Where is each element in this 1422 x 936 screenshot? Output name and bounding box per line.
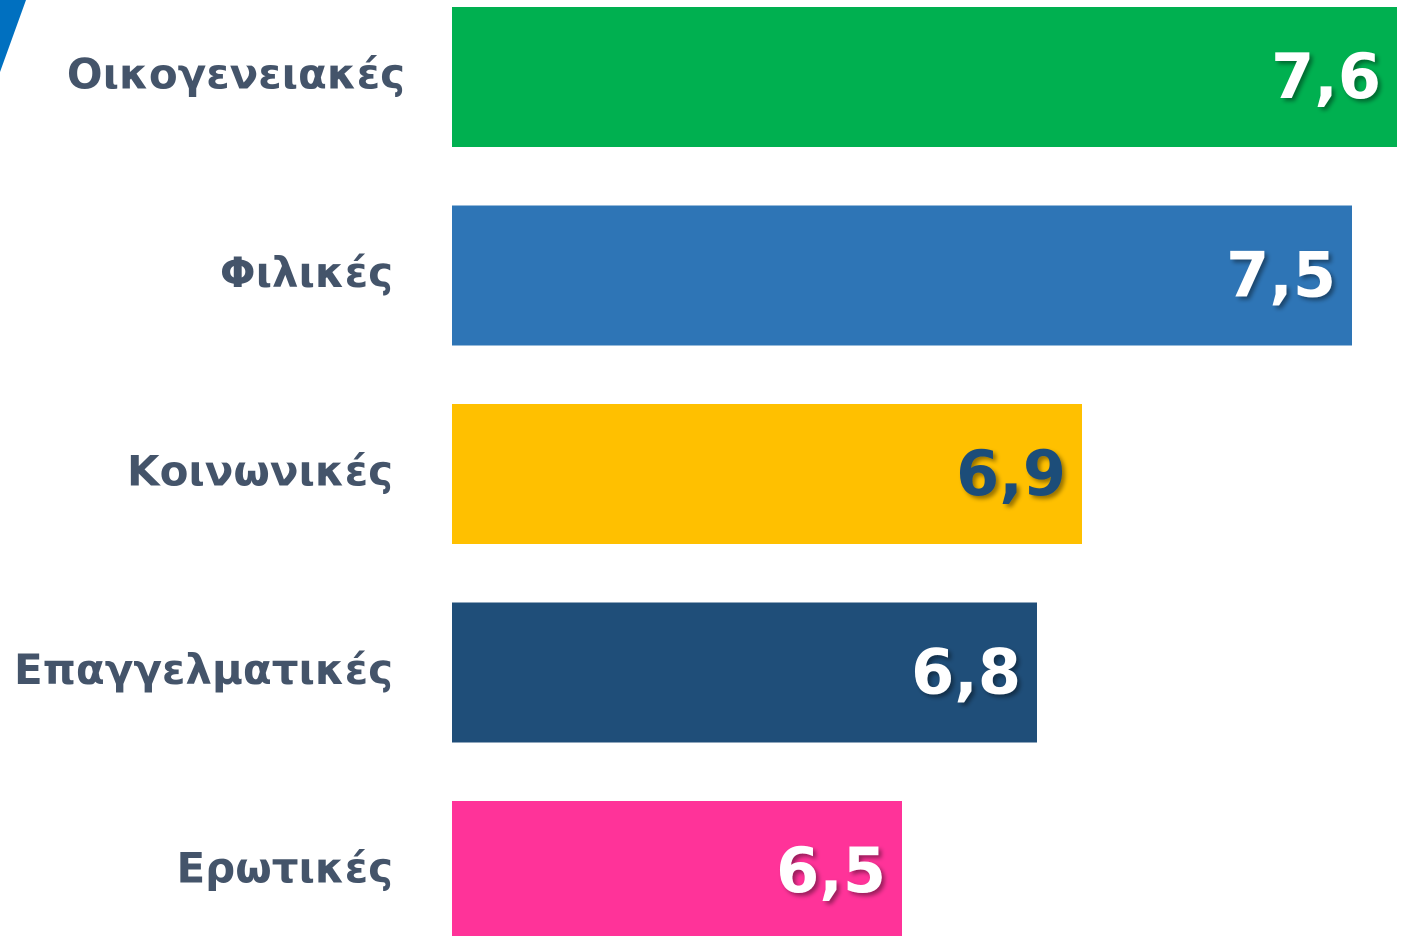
value-label: 6,8	[911, 636, 1021, 709]
category-label: Φιλικές	[220, 248, 393, 297]
value-label: 7,6	[1271, 40, 1381, 113]
category-label: Επαγγελματικές	[14, 645, 393, 694]
corner-decoration	[0, 0, 26, 72]
bar	[452, 404, 1082, 544]
value-label: 6,9	[956, 437, 1066, 510]
category-label: Κοινωνικές	[127, 447, 393, 496]
category-label: Οικογενειακές	[67, 50, 405, 99]
bar	[452, 602, 1037, 743]
value-label: 6,5	[776, 834, 886, 907]
bar	[452, 205, 1352, 346]
bar	[452, 7, 1397, 147]
category-label: Ερωτικές	[176, 844, 393, 893]
value-label: 7,5	[1226, 239, 1336, 312]
bar	[452, 801, 902, 936]
